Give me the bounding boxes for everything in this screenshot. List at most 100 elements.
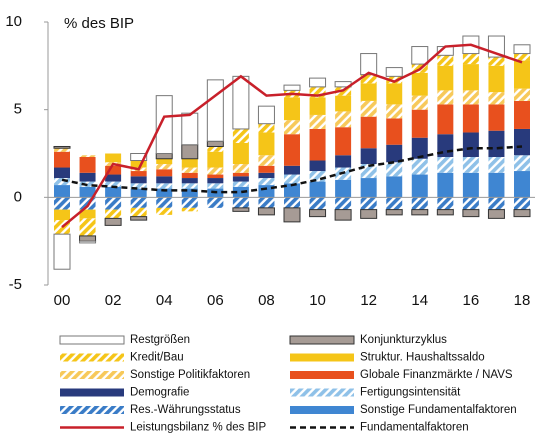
bar-segment bbox=[258, 197, 275, 208]
bar-segment bbox=[156, 158, 173, 165]
legend-swatch bbox=[290, 406, 354, 414]
bar-segment bbox=[79, 235, 97, 242]
bar-segment bbox=[513, 44, 531, 55]
bar-segment bbox=[360, 53, 378, 76]
bar-segment bbox=[437, 65, 454, 91]
legend-swatch bbox=[290, 353, 354, 362]
bar-segment bbox=[54, 167, 70, 179]
bar-segment bbox=[309, 181, 326, 198]
bar-segment bbox=[386, 176, 403, 198]
bar-segment bbox=[284, 120, 300, 135]
bar-segment bbox=[156, 169, 173, 177]
x-tick-label: 06 bbox=[207, 292, 224, 309]
bar-segment bbox=[79, 155, 96, 158]
bar-segment bbox=[130, 160, 147, 168]
bar-segment bbox=[79, 157, 96, 173]
y-tick-label: 0 bbox=[14, 188, 22, 205]
bar-segment bbox=[156, 197, 173, 208]
bar-segment bbox=[513, 209, 531, 218]
bar-segment bbox=[232, 75, 250, 130]
legend-swatch bbox=[60, 353, 124, 362]
legend-label: Struktur. Haushaltssaldo bbox=[360, 352, 485, 364]
bar-segment bbox=[283, 207, 301, 223]
bar-segment bbox=[54, 178, 70, 186]
bar-segment bbox=[488, 104, 505, 131]
bar-segment bbox=[79, 240, 97, 244]
legend-label: Fertigungsintensität bbox=[360, 387, 461, 399]
bar-segment bbox=[462, 90, 479, 105]
bar-segment bbox=[284, 174, 300, 184]
bar-segment bbox=[411, 174, 428, 198]
bar-segment bbox=[437, 197, 454, 210]
bar-segment bbox=[411, 137, 428, 159]
bar-segment bbox=[514, 171, 530, 198]
bar-segment bbox=[130, 176, 147, 184]
bar-segment bbox=[335, 95, 352, 112]
legend-label: Fundamentalfaktoren bbox=[360, 422, 469, 434]
bar-segment bbox=[411, 158, 428, 175]
bar-segment bbox=[488, 197, 505, 210]
bar-segment bbox=[257, 105, 275, 125]
bar-segment bbox=[105, 165, 122, 175]
bar-segment bbox=[385, 67, 403, 77]
x-tick-label: 04 bbox=[156, 292, 173, 309]
bar-segment bbox=[79, 218, 96, 236]
bar-segment bbox=[462, 64, 479, 91]
bar-segment bbox=[258, 123, 275, 133]
y-axis-unit: % des BIP bbox=[64, 15, 134, 32]
x-tick-label: 12 bbox=[360, 292, 377, 309]
bar-segment bbox=[386, 76, 403, 84]
bar-segment bbox=[514, 88, 530, 101]
bar-segment bbox=[232, 164, 249, 173]
bar-segment bbox=[53, 145, 71, 149]
legend-swatch bbox=[60, 388, 124, 397]
bar-segment bbox=[488, 92, 505, 105]
bar-segment bbox=[309, 77, 327, 88]
bar-segment bbox=[54, 148, 70, 152]
line bbox=[61, 145, 523, 194]
bar-segment bbox=[488, 65, 505, 93]
bar-segment bbox=[514, 197, 530, 210]
bar-segment bbox=[207, 167, 224, 175]
bar-segment bbox=[207, 178, 224, 184]
bar-segment bbox=[181, 207, 198, 212]
bar-segment bbox=[130, 207, 147, 217]
bar-segment bbox=[386, 104, 403, 119]
bar-segment bbox=[258, 172, 275, 179]
bar-segment bbox=[105, 186, 122, 198]
legend-swatch bbox=[290, 371, 354, 379]
bar-segment bbox=[309, 209, 327, 218]
bar-segment bbox=[54, 185, 70, 198]
x-tick-label: 14 bbox=[411, 292, 428, 309]
legend-swatch bbox=[60, 371, 124, 379]
bar-segment bbox=[181, 167, 198, 173]
bar-segment bbox=[258, 132, 275, 156]
bar-segment bbox=[437, 55, 454, 66]
bar-segment bbox=[437, 104, 454, 135]
bar-segment bbox=[488, 130, 505, 158]
bar-segment bbox=[462, 197, 479, 210]
bar-segment bbox=[232, 142, 249, 165]
bar-segment bbox=[360, 178, 377, 198]
bar-segment bbox=[79, 172, 96, 182]
bar-segment bbox=[130, 188, 147, 198]
legend-label: Kredit/Bau bbox=[130, 352, 184, 364]
bar-segment bbox=[155, 95, 173, 154]
legend-label: Res.-Währungsstatus bbox=[130, 404, 241, 416]
bar-segment bbox=[105, 209, 122, 219]
bar-segment bbox=[488, 57, 505, 66]
bar-segment bbox=[156, 207, 173, 215]
bar-segment bbox=[258, 155, 275, 166]
bar-segment bbox=[156, 183, 173, 189]
bar-segment bbox=[232, 197, 249, 208]
bar-segment bbox=[130, 171, 147, 177]
bar-segment bbox=[360, 74, 377, 84]
line bbox=[61, 43, 523, 229]
bar-segment bbox=[386, 197, 403, 210]
bar-segment bbox=[181, 172, 198, 179]
bar-segment bbox=[79, 186, 96, 198]
x-tick-label: 08 bbox=[258, 292, 275, 309]
bar-segment bbox=[156, 176, 173, 184]
bar-segment bbox=[130, 153, 148, 162]
bar-segment bbox=[411, 209, 429, 216]
